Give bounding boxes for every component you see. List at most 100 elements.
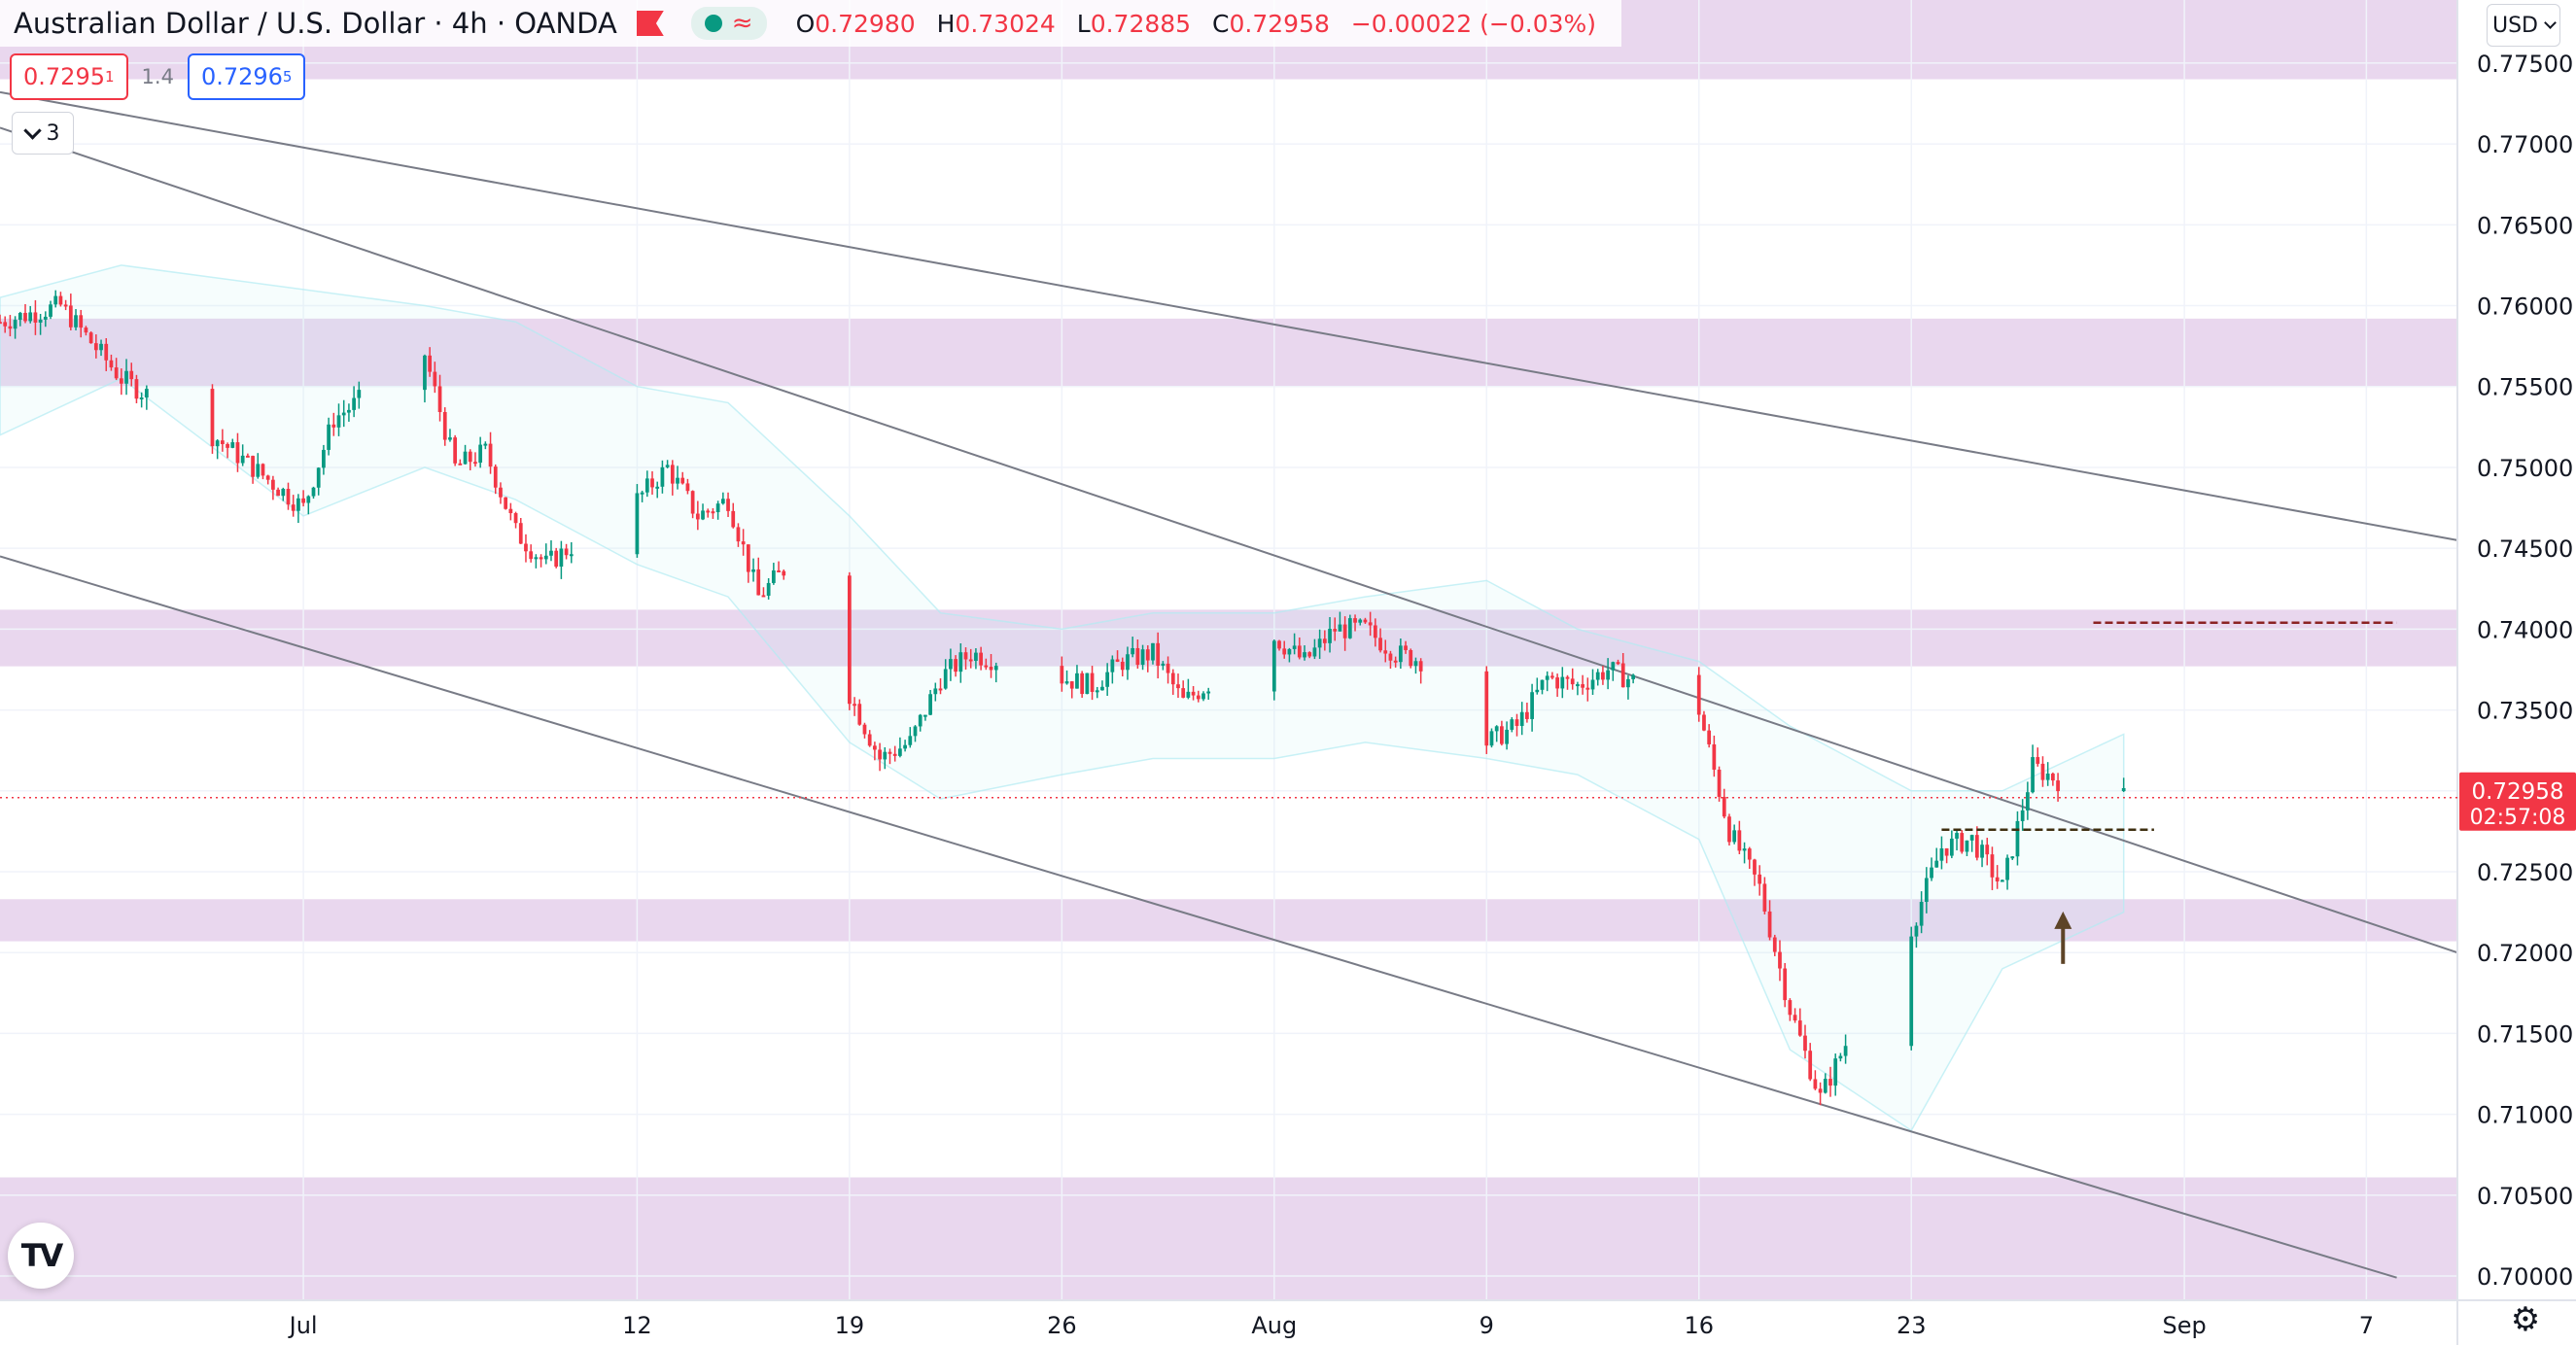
x-tick-label: Aug xyxy=(1251,1312,1297,1339)
candle-body xyxy=(1297,645,1302,658)
candle-body xyxy=(1974,835,1979,858)
candle-body xyxy=(2040,763,2045,780)
candle-body xyxy=(918,714,922,727)
candle-body xyxy=(1570,678,1575,685)
candle-body xyxy=(923,714,927,717)
candle-body xyxy=(1576,684,1580,687)
sell-button[interactable]: 0.7295 1 xyxy=(10,53,128,100)
candle-body xyxy=(2121,787,2126,792)
candle-body xyxy=(1303,652,1306,658)
symbol-title[interactable]: Australian Dollar / U.S. Dollar · 4h · O… xyxy=(14,7,617,40)
candle-body xyxy=(968,659,973,662)
candle-body xyxy=(1767,911,1772,938)
candle-body xyxy=(1620,663,1625,688)
candle-body xyxy=(848,575,852,705)
candle-body xyxy=(1388,653,1393,661)
candle-body xyxy=(1398,645,1403,663)
y-tick-label: 0.75000 xyxy=(2477,455,2573,482)
candle-body xyxy=(508,508,513,514)
close-value: 0.72958 xyxy=(1229,9,1330,38)
currency-selector[interactable]: USD xyxy=(2487,4,2560,47)
candle-body xyxy=(695,513,700,520)
candle-body xyxy=(352,397,356,410)
candle-body xyxy=(1919,902,1924,926)
zone-2 xyxy=(0,609,2457,667)
trendline-1 xyxy=(0,126,2458,954)
indicators-toggle-button[interactable]: 3 xyxy=(12,112,74,155)
candle-body xyxy=(676,477,679,484)
candle-body xyxy=(1985,845,1990,855)
candle-body xyxy=(928,694,932,715)
candle-body xyxy=(2050,774,2055,781)
y-tick-label: 0.75500 xyxy=(2477,374,2573,401)
candle-body xyxy=(1353,618,1357,623)
candle-body xyxy=(1626,678,1630,688)
candle-body xyxy=(1762,883,1767,912)
tradingview-logo[interactable]: TV xyxy=(8,1223,74,1289)
candle-body xyxy=(1595,672,1600,680)
high-value: 0.73024 xyxy=(955,9,1056,38)
candle-body xyxy=(23,312,27,322)
status-pill[interactable]: ≈ xyxy=(690,7,767,40)
candle-body xyxy=(99,343,103,351)
x-tick-label: Sep xyxy=(2162,1312,2206,1339)
buy-button[interactable]: 0.7296 5 xyxy=(187,53,306,100)
candle-body xyxy=(513,513,518,524)
candle-body xyxy=(1758,874,1762,884)
candle-body xyxy=(468,451,472,463)
candle-body xyxy=(1131,647,1135,655)
candle-body xyxy=(1530,692,1534,719)
candle-body xyxy=(1317,638,1322,648)
candle-body xyxy=(1934,860,1939,868)
candle-body xyxy=(1712,743,1717,770)
candle-body xyxy=(549,550,553,556)
y-tick-label: 0.76500 xyxy=(2477,212,2573,239)
chevron-down-icon xyxy=(22,121,42,140)
candle-body xyxy=(1944,847,1949,856)
candle-body xyxy=(898,748,902,756)
candle-body xyxy=(908,736,913,745)
candle-body xyxy=(1176,684,1180,689)
candle-body xyxy=(442,412,447,440)
candle-body xyxy=(771,569,776,583)
candle-body xyxy=(1186,691,1191,698)
candle-body xyxy=(949,659,953,670)
candle-body xyxy=(913,726,918,737)
candle-body xyxy=(782,570,786,576)
candle-body xyxy=(109,360,114,368)
zone-3 xyxy=(0,899,2457,942)
price-levels xyxy=(1941,621,2397,831)
candle-body xyxy=(1161,663,1166,666)
candle-body xyxy=(458,463,463,466)
candle-body xyxy=(746,544,750,572)
candle-body xyxy=(2010,856,2015,859)
candle-body xyxy=(711,511,715,514)
candle-body xyxy=(715,503,720,513)
candle-body xyxy=(1930,867,1933,879)
candle-body xyxy=(1525,711,1529,719)
gear-icon[interactable]: ⚙ xyxy=(2510,1300,2541,1339)
bollinger-bands xyxy=(0,264,2125,1132)
candle-body xyxy=(327,424,331,450)
candle-body xyxy=(1363,619,1368,623)
candle-body xyxy=(1347,618,1352,638)
candle-body xyxy=(296,498,300,511)
candle-body xyxy=(655,486,660,489)
candle-body xyxy=(28,312,33,322)
candle-body xyxy=(543,555,548,560)
candle-body xyxy=(79,315,84,328)
candle-body xyxy=(1960,833,1965,852)
buy-pip: 5 xyxy=(282,68,293,86)
flag-icon[interactable] xyxy=(636,11,664,36)
candle-body xyxy=(1069,681,1074,689)
candle-body xyxy=(1110,659,1115,672)
candle-body xyxy=(685,483,690,492)
candle-body xyxy=(230,442,235,448)
candle-body xyxy=(2031,757,2035,793)
candle-body xyxy=(1519,711,1524,726)
candle-body xyxy=(104,343,109,361)
y-tick-label: 0.71000 xyxy=(2477,1102,2573,1129)
candle-body xyxy=(644,478,649,493)
candle-body xyxy=(2045,774,2050,780)
